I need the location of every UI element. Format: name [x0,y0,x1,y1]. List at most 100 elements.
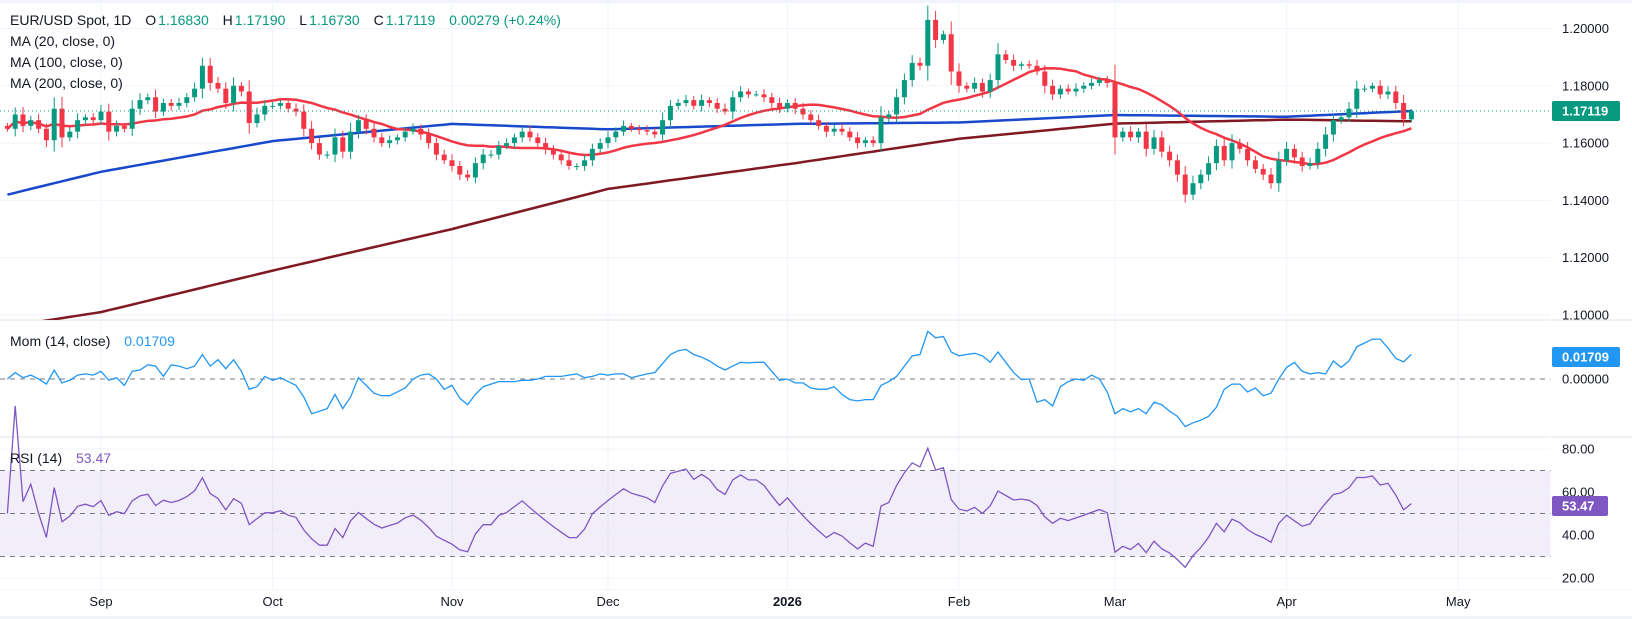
candle [1323,126,1329,157]
candle [917,57,923,71]
ma100-legend[interactable]: MA (100, close, 0) [10,54,123,70]
candle-body [394,137,400,141]
candle-body [36,120,42,129]
candle-body [574,166,580,168]
candle [371,122,377,143]
candle [1011,54,1017,72]
candle [223,82,229,109]
candle [363,114,369,135]
candle [550,145,556,160]
candle-body [410,128,416,132]
symbol-title[interactable]: EUR/USD Spot, 1D [10,12,132,28]
candle-body [1042,71,1048,86]
candle-body [262,105,268,115]
candle-body [426,134,432,144]
candle [426,128,432,149]
candle [909,55,915,87]
candle-body [761,94,767,98]
candle [1276,151,1282,192]
candle [1143,123,1149,157]
candle-body [1408,111,1414,120]
candle-body [1260,168,1266,175]
candle-body [1112,82,1118,138]
candle-body [1229,143,1235,161]
candle-body [979,82,985,92]
candle [153,89,159,119]
last-price-tag [1552,101,1620,122]
candle-body [925,19,931,66]
rsi-legend[interactable]: RSI (14) 53.47 [10,448,113,468]
change-value: 0.00279 (+0.24%) [449,12,561,28]
candle [1284,141,1290,166]
candle-body [792,102,798,109]
candle-body [75,120,81,132]
candle [1206,156,1212,181]
candle-body [597,143,603,149]
candle-body [691,100,697,106]
candle-body [1362,88,1368,90]
low-value: 1.16730 [309,12,360,28]
candle-body [621,125,627,132]
candle [184,92,190,108]
candle-body [371,128,377,138]
candle-body [168,102,174,106]
candle-body [1330,120,1336,135]
candle [379,133,385,147]
candle [925,5,931,81]
candle [613,127,619,143]
low-label: L [299,12,308,28]
candle [246,80,252,134]
candle-body [543,143,549,149]
candle-body [535,137,541,144]
candle-body [1159,137,1165,152]
candle [82,114,88,125]
candle [504,138,510,149]
ma20-legend[interactable]: MA (20, close, 0) [10,33,116,49]
candle [738,86,744,103]
candle-body [1252,160,1258,169]
candle [808,110,814,125]
candle [316,137,322,160]
candle-body [558,154,564,161]
candle-body [184,97,190,103]
candle [106,103,112,141]
candle-body [964,85,970,89]
candle [285,98,291,113]
last-price-label: 1.17119 [1562,104,1608,119]
candle-body [511,137,517,144]
candle-body [1143,131,1149,149]
candle [1096,77,1102,86]
ma200-legend[interactable]: MA (200, close, 0) [10,75,123,91]
candle-body [441,154,447,161]
candle [449,154,455,172]
candle-body [129,108,135,129]
candle-body [43,128,49,141]
candle [1198,169,1204,190]
candle [199,57,205,99]
price-axis-label: 1.16000 [1562,136,1609,151]
candle [894,88,900,123]
candle-body [1213,145,1219,164]
candle-body [379,137,385,144]
candle [1362,84,1368,93]
candle-body [504,143,510,146]
candle-body [1276,160,1282,184]
candle-body [527,131,533,138]
candle [745,88,751,98]
time-axis-label: Apr [1276,594,1297,609]
candle [340,130,346,159]
candle-body [784,102,790,109]
candle-body [348,131,354,152]
candle [886,110,892,123]
candle-body [816,120,822,126]
candle-body [745,91,751,95]
candle-body [972,82,978,89]
candle-body [1050,85,1056,95]
candle [1315,142,1321,170]
candle-body [886,114,892,118]
momentum-legend[interactable]: Mom (14, close) 0.01709 [10,331,177,351]
candle-body [480,154,486,164]
candle-body [465,174,471,178]
candle [277,99,283,110]
